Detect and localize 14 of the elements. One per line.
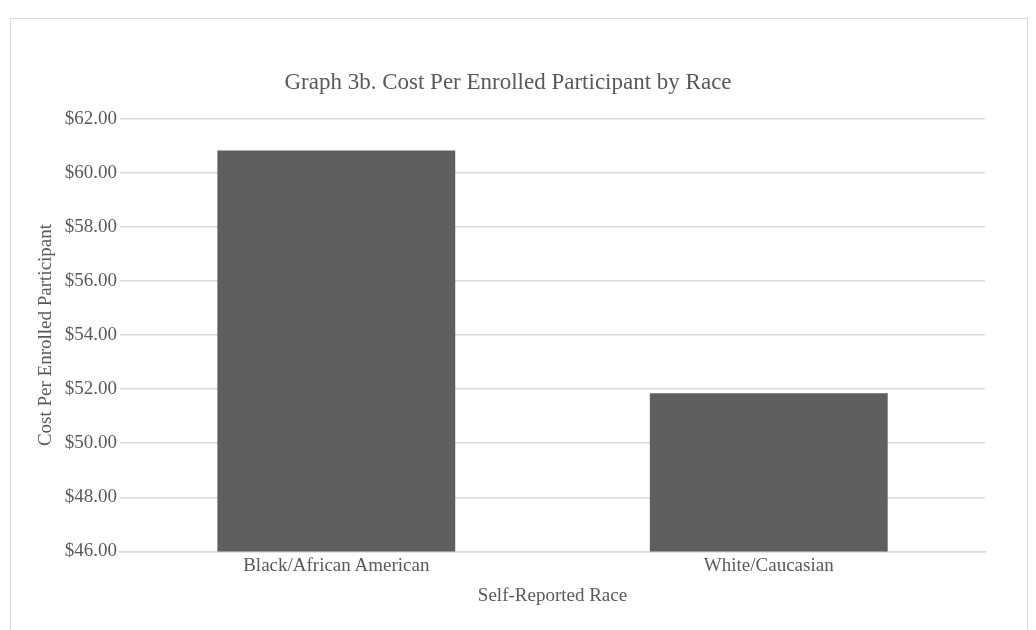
x-tick-label: Black/African American — [243, 553, 430, 575]
x-tick-label: White/Caucasian — [703, 553, 835, 575]
y-tick-label: $50.00 — [64, 431, 118, 453]
y-axis-title: Cost Per Enrolled Participant — [34, 223, 56, 447]
y-tick-label: $54.00 — [64, 322, 118, 344]
chart-title: Graph 3b. Cost Per Enrolled Participant by Race — [284, 68, 732, 94]
y-tick-label: $60.00 — [64, 160, 118, 182]
y-tick-label: $56.00 — [64, 268, 118, 290]
y-tick-label: $58.00 — [64, 214, 118, 236]
y-tick-label: $48.00 — [64, 485, 118, 507]
y-tick-label: $52.00 — [64, 377, 118, 399]
y-tick-label: $46.00 — [64, 539, 118, 561]
x-axis-title: Self-Reported Race — [477, 583, 628, 605]
y-tick-label: $62.00 — [64, 106, 118, 128]
